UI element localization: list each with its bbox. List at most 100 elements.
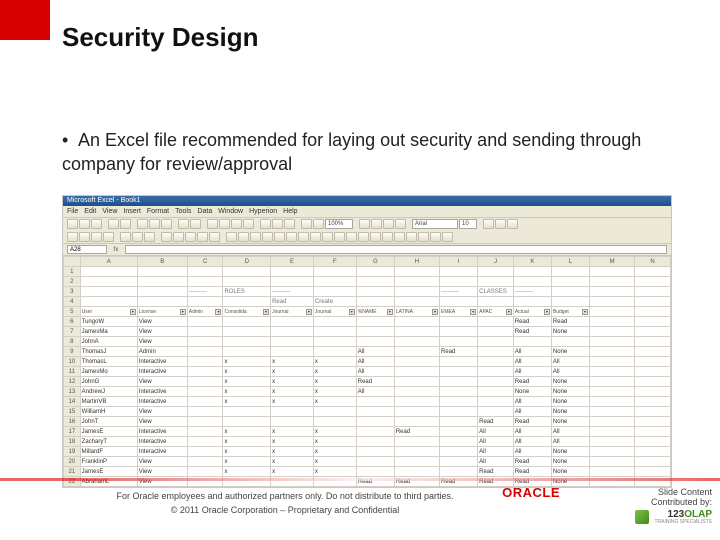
cell <box>440 317 478 327</box>
cell <box>271 347 314 357</box>
cell <box>589 357 634 367</box>
toolbar-button <box>286 232 297 242</box>
cell <box>356 457 394 467</box>
footer-left: For Oracle employees and authorized part… <box>0 481 570 540</box>
toolbar-button <box>394 232 405 242</box>
filter-cell: User▾ <box>80 307 137 317</box>
cell: Read <box>513 457 551 467</box>
toolbar-button <box>79 219 90 229</box>
cell: All <box>551 437 589 447</box>
cell: Interactive <box>137 387 187 397</box>
cell: Interactive <box>137 397 187 407</box>
cell: None <box>551 397 589 407</box>
cell: Read <box>478 467 514 477</box>
toolbar-button <box>108 219 119 229</box>
cell: TungoW <box>80 317 137 327</box>
col-header: F <box>313 257 356 267</box>
menu-item: View <box>102 208 117 215</box>
cell: All <box>478 457 514 467</box>
cell <box>589 457 634 467</box>
cell <box>313 317 356 327</box>
toolbar-button <box>207 219 218 229</box>
cell: JamesE <box>80 427 137 437</box>
cell: AndrewJ <box>80 387 137 397</box>
toolbar-button <box>79 232 90 242</box>
cell <box>356 417 394 427</box>
cell: x <box>271 377 314 387</box>
footer-body: For Oracle employees and authorized part… <box>0 481 720 540</box>
cell: View <box>137 377 187 387</box>
toolbar-button <box>120 219 131 229</box>
toolbar-button <box>313 219 324 229</box>
col-header: K <box>513 257 551 267</box>
cell <box>187 427 223 437</box>
cell <box>313 417 356 427</box>
cell: View <box>137 467 187 477</box>
toolbar-button <box>483 219 494 229</box>
cell: ThomasL <box>80 357 137 367</box>
cell <box>440 407 478 417</box>
col-header: L <box>551 257 589 267</box>
formula-input <box>125 245 667 254</box>
cell <box>635 317 671 327</box>
toolbar-button <box>260 219 271 229</box>
cell <box>394 317 439 327</box>
footer-right-1: Slide Content <box>570 487 712 497</box>
cell <box>589 397 634 407</box>
toolbar-button <box>322 232 333 242</box>
cell <box>223 407 271 417</box>
cell: All <box>551 357 589 367</box>
cell <box>223 327 271 337</box>
toolbar-button <box>406 232 417 242</box>
cell: MartinVB <box>80 397 137 407</box>
cell <box>478 317 514 327</box>
cell <box>394 377 439 387</box>
cell <box>356 337 394 347</box>
toolbar-button <box>383 219 394 229</box>
filter-cell: Journal▾ <box>271 307 314 317</box>
cell: Read <box>356 377 394 387</box>
cell <box>589 427 634 437</box>
cell <box>187 457 223 467</box>
toolbar-button <box>67 219 78 229</box>
cell <box>394 397 439 407</box>
cell <box>440 327 478 337</box>
cell: x <box>223 377 271 387</box>
cell <box>187 467 223 477</box>
cell <box>223 317 271 327</box>
cell <box>187 357 223 367</box>
cell: All <box>513 437 551 447</box>
col-header: I <box>440 257 478 267</box>
cell <box>394 357 439 367</box>
cell <box>394 447 439 457</box>
cell <box>440 447 478 457</box>
cell: x <box>271 387 314 397</box>
cell <box>271 337 314 347</box>
cell: View <box>137 337 187 347</box>
excel-formula-bar: A28 fx <box>63 244 671 256</box>
cell <box>394 417 439 427</box>
toolbar-button <box>382 232 393 242</box>
cell <box>394 407 439 417</box>
cell: MillardF <box>80 447 137 457</box>
cell <box>478 357 514 367</box>
filter-cell: License▾ <box>137 307 187 317</box>
cell <box>440 377 478 387</box>
cell <box>440 387 478 397</box>
cell: All <box>513 397 551 407</box>
cell: x <box>223 437 271 447</box>
cell <box>187 407 223 417</box>
cell <box>478 337 514 347</box>
cell: All <box>356 357 394 367</box>
cell: x <box>313 397 356 407</box>
slide-title: Security Design <box>62 22 259 53</box>
cell: x <box>223 467 271 477</box>
cell <box>635 377 671 387</box>
toolbar-button <box>91 219 102 229</box>
cell <box>635 397 671 407</box>
cell <box>589 327 634 337</box>
footer-line-2: © 2011 Oracle Corporation – Proprietary … <box>0 503 570 517</box>
toolbar-button <box>284 219 295 229</box>
footer-gradient-line <box>0 478 720 481</box>
toolbar-button <box>262 232 273 242</box>
